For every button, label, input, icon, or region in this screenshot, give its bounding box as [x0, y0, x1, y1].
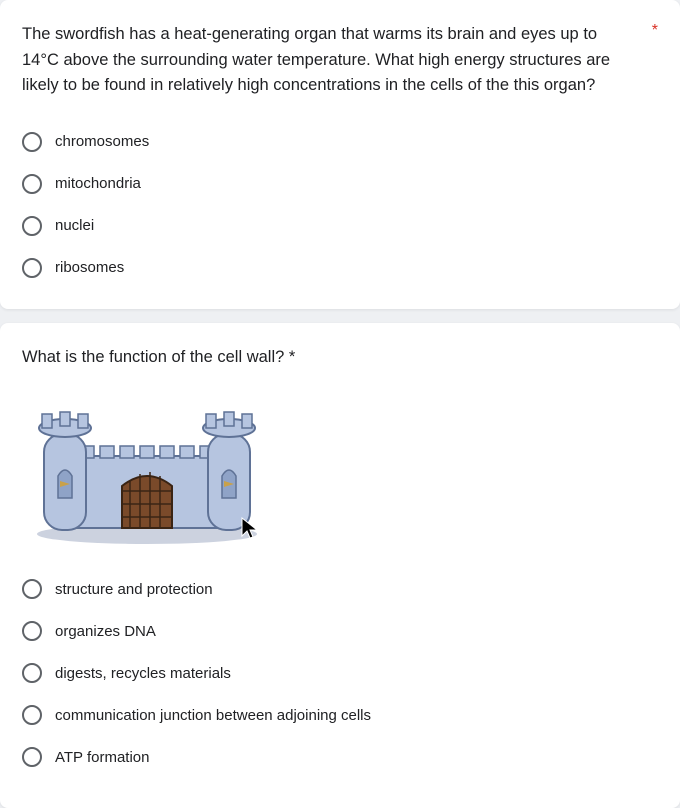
option-label: ribosomes [55, 259, 124, 276]
option-label: structure and protection [55, 581, 213, 598]
options-list-1: chromosomes mitochondria nuclei ribosome… [22, 121, 658, 289]
option-structure-protection[interactable]: structure and protection [22, 568, 658, 610]
radio-icon [22, 174, 42, 194]
radio-icon [22, 579, 42, 599]
option-atp-formation[interactable]: ATP formation [22, 736, 658, 778]
castle-image [22, 386, 272, 546]
option-label: communication junction between adjoining… [55, 707, 371, 724]
option-chromosomes[interactable]: chromosomes [22, 121, 658, 163]
q1-text: The swordfish has a heat-generating orga… [22, 25, 610, 94]
options-list-2: structure and protection organizes DNA d… [22, 568, 658, 778]
option-label: chromosomes [55, 133, 149, 150]
option-nuclei[interactable]: nuclei [22, 205, 658, 247]
option-label: nuclei [55, 217, 94, 234]
radio-icon [22, 747, 42, 767]
option-label: digests, recycles materials [55, 665, 231, 682]
option-digests-recycles[interactable]: digests, recycles materials [22, 652, 658, 694]
question-text-2: What is the function of the cell wall? * [22, 345, 658, 371]
radio-icon [22, 216, 42, 236]
option-mitochondria[interactable]: mitochondria [22, 163, 658, 205]
question-row: The swordfish has a heat-generating orga… [22, 22, 658, 99]
option-organizes-dna[interactable]: organizes DNA [22, 610, 658, 652]
question-card-1: The swordfish has a heat-generating orga… [0, 0, 680, 309]
radio-icon [22, 663, 42, 683]
option-ribosomes[interactable]: ribosomes [22, 247, 658, 289]
required-marker: * [652, 22, 658, 40]
castle-svg [22, 386, 272, 546]
question-card-2: What is the function of the cell wall? * [0, 323, 680, 808]
option-communication-junction[interactable]: communication junction between adjoining… [22, 694, 658, 736]
option-label: organizes DNA [55, 623, 156, 640]
radio-icon [22, 621, 42, 641]
cursor-icon [240, 516, 260, 540]
option-label: ATP formation [55, 749, 149, 766]
radio-icon [22, 705, 42, 725]
radio-icon [22, 258, 42, 278]
question-text-1: The swordfish has a heat-generating orga… [22, 22, 636, 99]
radio-icon [22, 132, 42, 152]
option-label: mitochondria [55, 175, 141, 192]
